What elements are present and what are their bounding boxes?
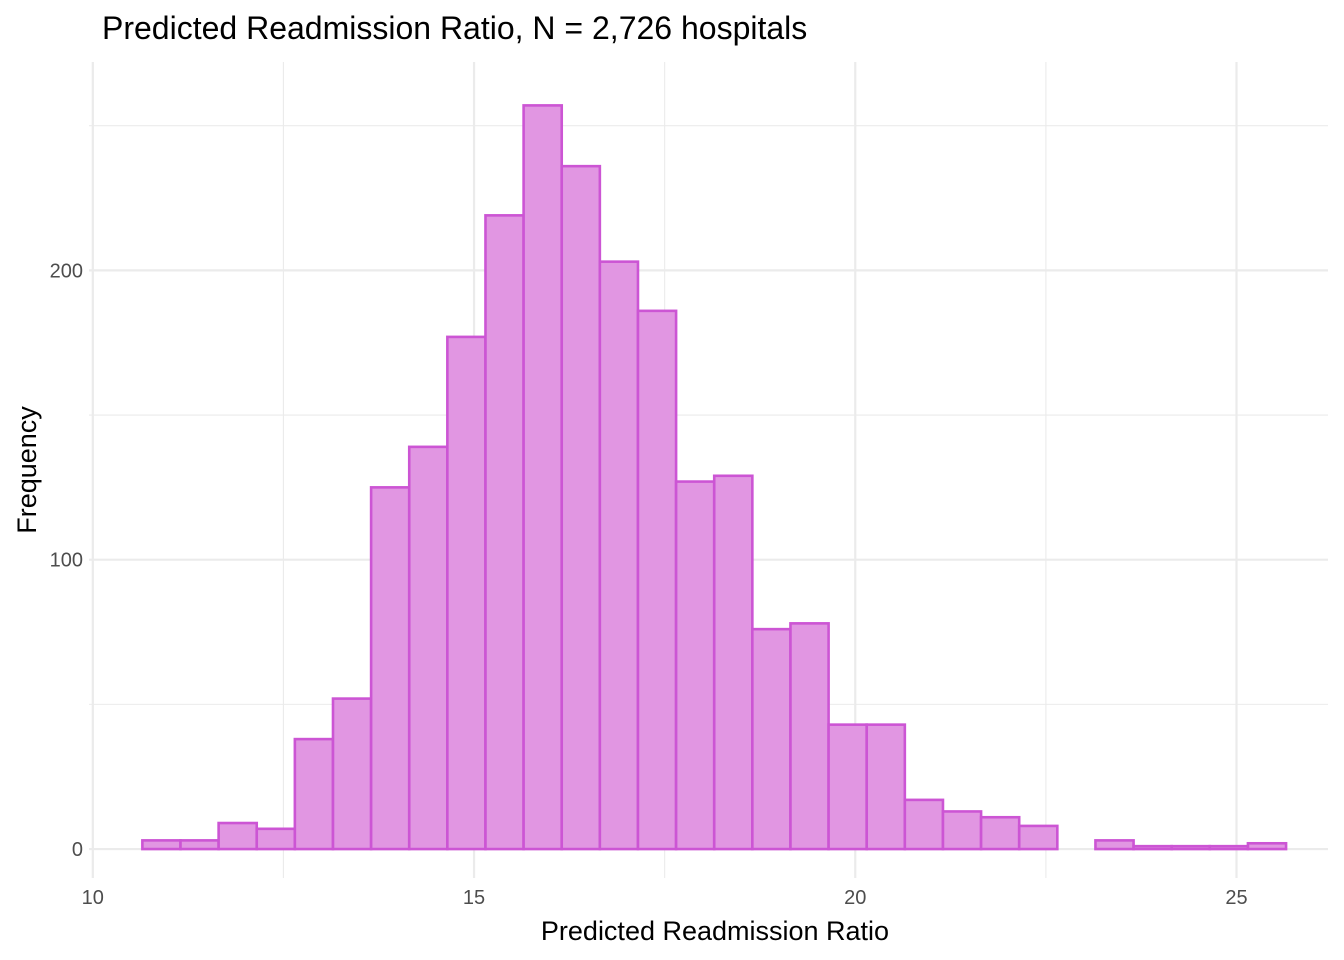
histogram-bar <box>941 810 983 851</box>
histogram-bar <box>979 815 1021 851</box>
y-tick-label: 200 <box>50 260 83 282</box>
x-axis-ticks: 10 15 20 25 <box>82 887 1248 909</box>
chart-title: Predicted Readmission Ratio, N = 2,726 h… <box>102 10 807 46</box>
histogram-bar <box>636 309 678 851</box>
y-tick-label: 100 <box>50 550 83 572</box>
histogram-bar <box>1246 841 1288 851</box>
histogram-bar <box>141 839 182 851</box>
histogram-bar <box>369 486 411 851</box>
histogram-bar <box>751 627 792 851</box>
histogram-bar <box>1017 824 1059 851</box>
histogram-bar <box>1094 839 1135 851</box>
histogram-bar <box>331 697 373 851</box>
histogram-bar <box>179 839 220 851</box>
x-tick-label: 25 <box>1225 887 1247 909</box>
histogram-bar <box>407 445 449 851</box>
histogram-bar <box>217 821 259 851</box>
histogram-bar <box>674 480 716 851</box>
x-tick-label: 15 <box>463 887 485 909</box>
histogram-bar <box>789 622 830 851</box>
histogram-bar <box>903 798 945 851</box>
histogram-bar <box>865 723 907 851</box>
histogram-bar <box>598 260 640 851</box>
histogram-bar <box>446 335 487 851</box>
x-axis-title: Predicted Readmission Ratio <box>541 916 889 946</box>
y-axis-ticks: 0 100 200 <box>50 260 83 861</box>
histogram-bar <box>560 164 602 851</box>
histogram-bars <box>141 104 1288 851</box>
y-axis-title: Frequency <box>12 406 42 534</box>
histogram-bar <box>1132 844 1173 851</box>
x-tick-label: 10 <box>82 887 104 909</box>
histogram-bar <box>712 474 754 851</box>
x-tick-label: 20 <box>844 887 866 909</box>
histogram-bar <box>522 104 564 851</box>
histogram-bar <box>827 723 869 851</box>
y-tick-label: 0 <box>72 839 83 861</box>
histogram-bar <box>293 737 335 851</box>
histogram-bar <box>1208 844 1250 851</box>
histogram-bar <box>1170 844 1212 851</box>
histogram-bar <box>484 214 525 851</box>
histogram-bar <box>255 827 297 851</box>
